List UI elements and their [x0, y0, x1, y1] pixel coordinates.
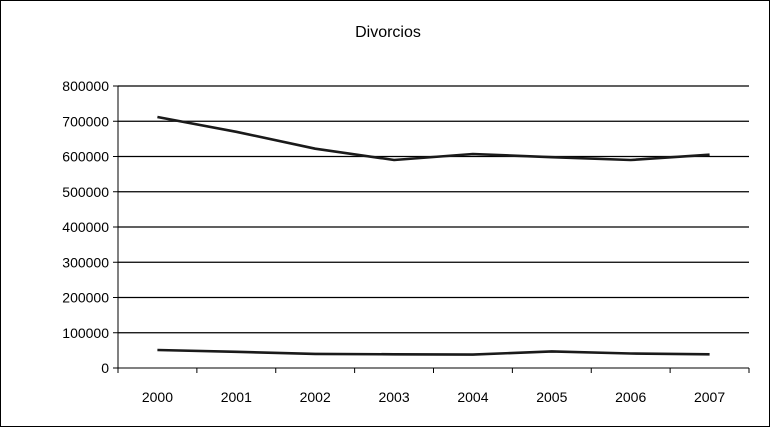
y-tick-label-600000: 600000	[62, 149, 109, 165]
y-axis-ticks: 0 100000 200000 300000 400000 500000 600000 700…	[62, 78, 118, 376]
chart-title: Divorcios	[355, 24, 421, 41]
y-tick-label-800000: 800000	[62, 78, 109, 94]
gridlines	[118, 85, 749, 334]
y-tick-label-0: 0	[101, 360, 109, 376]
x-tick-label-2007: 2007	[694, 389, 725, 405]
x-tick-label-2005: 2005	[536, 389, 567, 405]
x-axis-ticks: 2000 2001 2002 2003 2004 2005 2006 2007	[117, 368, 750, 405]
y-tick-label-700000: 700000	[62, 113, 109, 129]
x-tick-label-2000: 2000	[142, 389, 173, 405]
x-tick-label-2002: 2002	[300, 389, 331, 405]
series-line-1	[157, 115, 710, 162]
y-tick-label-200000: 200000	[62, 290, 109, 306]
y-tick-label-100000: 100000	[62, 325, 109, 341]
y-tick-label-500000: 500000	[62, 184, 109, 200]
series-lines	[157, 115, 710, 356]
y-tick-label-300000: 300000	[62, 254, 109, 270]
x-tick-label-2006: 2006	[615, 389, 646, 405]
series-line-2	[157, 348, 710, 356]
x-tick-label-2001: 2001	[221, 389, 252, 405]
y-tick-label-400000: 400000	[62, 219, 109, 235]
x-tick-label-2003: 2003	[378, 389, 409, 405]
x-tick-label-2004: 2004	[457, 389, 488, 405]
